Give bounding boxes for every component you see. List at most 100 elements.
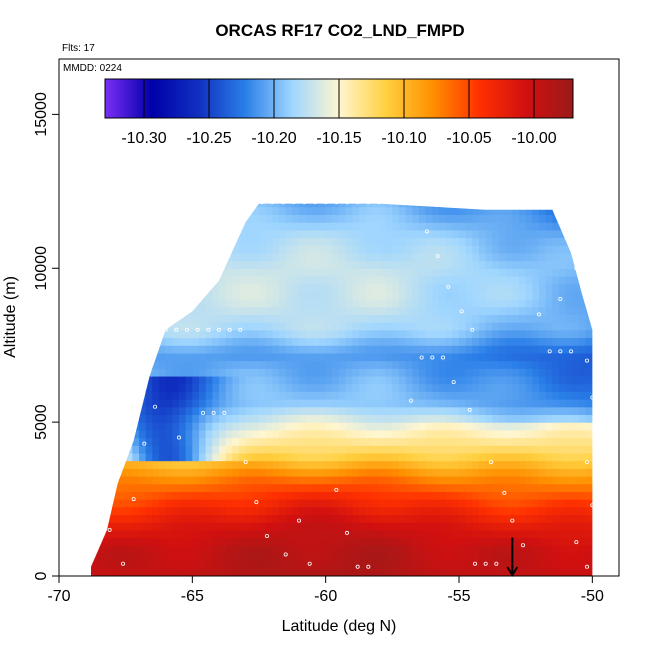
heatmap-cell <box>392 422 400 431</box>
heatmap-cell <box>112 337 120 346</box>
heatmap-cell <box>445 345 453 354</box>
heatmap-cell <box>292 429 300 439</box>
heatmap-cell <box>592 537 593 546</box>
heatmap-cell <box>585 252 593 262</box>
heatmap-cell <box>192 191 199 199</box>
heatmap-cell <box>505 560 513 569</box>
heatmap-cell <box>579 529 587 539</box>
heatmap-cell <box>379 552 387 562</box>
heatmap-cell <box>525 452 533 462</box>
heatmap-cell <box>152 391 160 400</box>
heatmap-cell <box>292 560 300 569</box>
track-point <box>195 327 200 332</box>
heatmap-cell <box>552 275 560 285</box>
heatmap-cell <box>205 306 213 316</box>
heatmap-cell <box>272 499 280 508</box>
heatmap-cell <box>232 229 240 239</box>
heatmap-cell <box>499 399 507 408</box>
heatmap-cell <box>199 537 207 546</box>
heatmap-cell <box>579 545 587 554</box>
heatmap-cell <box>125 314 133 323</box>
heatmap-cell <box>439 268 447 277</box>
heatmap-cell <box>565 329 573 339</box>
heatmap-cell <box>332 437 340 446</box>
heatmap-cell <box>472 483 480 492</box>
heatmap-cell <box>292 329 300 339</box>
heatmap-cell <box>592 360 593 369</box>
heatmap-cell <box>312 391 320 400</box>
heatmap-cell <box>572 529 580 539</box>
heatmap-cell <box>285 483 293 492</box>
heatmap-cell <box>485 299 493 308</box>
heatmap-cell <box>499 414 507 423</box>
heatmap-cell <box>479 237 487 246</box>
heatmap-cell <box>392 437 400 446</box>
heatmap-cell <box>365 429 373 439</box>
heatmap-cell <box>112 291 120 300</box>
heatmap-cell <box>485 391 493 400</box>
track-point <box>408 398 413 403</box>
heatmap-cell <box>525 522 533 531</box>
heatmap-cell <box>359 445 367 454</box>
heatmap-cell <box>379 245 387 254</box>
heatmap-cell <box>139 203 147 208</box>
heatmap-cell <box>465 445 473 454</box>
heatmap-cell <box>359 368 367 377</box>
heatmap-cell <box>92 237 100 246</box>
heatmap-cell <box>405 460 413 469</box>
heatmap-cell <box>292 368 300 377</box>
heatmap-cell <box>232 299 240 308</box>
heatmap-cell <box>199 275 207 285</box>
heatmap-cell <box>292 414 300 423</box>
heatmap-cell <box>345 445 353 454</box>
heatmap-cell <box>272 545 280 554</box>
heatmap-cell <box>345 468 353 477</box>
heatmap-cell <box>405 429 413 439</box>
heatmap-cell <box>312 537 320 546</box>
heatmap-cell <box>379 345 387 354</box>
heatmap-cell <box>299 260 307 269</box>
heatmap-cell <box>512 399 520 408</box>
heatmap-cell <box>172 460 180 469</box>
heatmap-cell <box>532 368 540 377</box>
heatmap-cell <box>405 306 413 316</box>
heatmap-cell <box>91 391 93 400</box>
heatmap-cell <box>305 206 313 215</box>
heatmap-cell <box>399 237 407 246</box>
heatmap-cell <box>539 222 547 231</box>
heatmap-cell <box>279 260 287 269</box>
heatmap-cell <box>465 352 473 362</box>
heatmap-cell <box>106 191 113 199</box>
heatmap-cell <box>305 352 313 362</box>
heatmap-cell <box>572 206 580 215</box>
heatmap-cell <box>152 514 160 523</box>
heatmap-cell <box>532 275 540 285</box>
heatmap-cell <box>132 275 140 285</box>
heatmap-cell <box>125 229 133 239</box>
heatmap-cell <box>365 375 373 385</box>
heatmap-cell <box>505 222 513 231</box>
heatmap-cell <box>199 399 207 408</box>
heatmap-cell <box>132 429 140 439</box>
heatmap-cell <box>325 229 333 239</box>
heatmap-cell <box>225 506 233 516</box>
heatmap-cell <box>465 383 473 392</box>
heatmap-cell <box>232 506 240 516</box>
heatmap-cell <box>159 545 167 554</box>
heatmap-cell <box>91 529 93 539</box>
heatmap-cell <box>519 491 527 500</box>
heatmap-cell <box>525 360 533 369</box>
heatmap-cell <box>192 306 200 316</box>
heatmap-cell <box>332 399 340 408</box>
heatmap-cell <box>319 529 327 539</box>
heatmap-cell <box>112 314 120 323</box>
heatmap-cell <box>532 545 540 554</box>
heatmap-cell <box>499 260 507 269</box>
heatmap-cell <box>132 460 140 469</box>
heatmap-cell <box>499 345 507 354</box>
heatmap-cell <box>465 245 473 254</box>
heatmap-cell <box>359 475 367 485</box>
heatmap-cell <box>545 283 553 292</box>
heatmap-cell <box>91 545 93 554</box>
heatmap-cell <box>539 560 547 569</box>
